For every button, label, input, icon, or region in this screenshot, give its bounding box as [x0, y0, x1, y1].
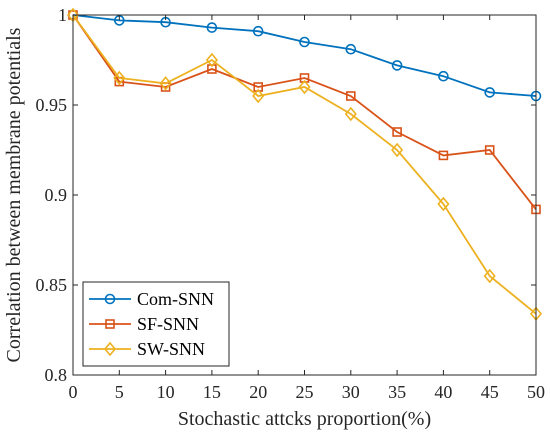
x-tick-label: 15 — [203, 382, 221, 402]
data-point — [438, 150, 449, 161]
y-tick-label: 1 — [58, 5, 67, 25]
x-tick-label: 45 — [481, 382, 499, 402]
y-tick-label: 0.8 — [45, 365, 68, 385]
series-line — [72, 14, 537, 97]
x-tick-label: 30 — [342, 382, 360, 402]
legend-swatch-marker — [104, 293, 116, 305]
data-point — [159, 76, 172, 91]
data-point — [299, 36, 310, 48]
data-point — [484, 87, 496, 98]
data-point — [437, 196, 450, 212]
data-point — [252, 88, 265, 104]
legend-label: Com-SNN — [137, 289, 214, 309]
x-tick-label: 20 — [249, 382, 267, 402]
y-tick-label: 0.85 — [36, 275, 68, 295]
data-point — [483, 268, 496, 284]
data-point — [484, 145, 495, 155]
data-point — [252, 25, 264, 37]
data-point — [392, 127, 402, 137]
series-line — [72, 14, 537, 315]
legend-entry: SW-SNN — [89, 339, 205, 359]
data-point — [298, 79, 311, 95]
legend-swatch-marker — [105, 319, 115, 329]
legend-swatch-marker — [103, 341, 117, 357]
legend: Com-SNN SF-SNN SW-SNN — [82, 281, 230, 367]
x-tick-label: 5 — [115, 382, 124, 402]
data-point — [345, 43, 357, 55]
data-point — [391, 60, 403, 71]
x-tick-label: 50 — [527, 382, 545, 402]
x-axis-label: Stochastic attcks proportion(%) — [178, 408, 431, 430]
data-point — [391, 142, 404, 158]
legend-label: SW-SNN — [137, 339, 205, 359]
y-axis-label: Correlation between membrane potentials — [3, 27, 25, 362]
x-tick-label: 35 — [388, 382, 406, 402]
data-point — [206, 22, 218, 33]
x-tick-label: 40 — [434, 382, 452, 402]
x-tick-label: 10 — [157, 382, 175, 402]
legend-entry: Com-SNN — [89, 289, 214, 309]
y-tick-label: 0.95 — [36, 95, 68, 115]
x-tick-label: 25 — [296, 382, 314, 402]
legend-label: SF-SNN — [137, 314, 199, 334]
series-line — [72, 14, 537, 210]
x-tick-label: 0 — [69, 382, 78, 402]
data-point — [345, 91, 356, 101]
tick-layer: 0 5 10 15 20 25 30 35 40 45 50 0.8 0.85 0.9 0.95 1 — [36, 5, 546, 402]
legend-entry: SF-SNN — [89, 314, 199, 334]
data-point — [344, 106, 357, 122]
data-point — [205, 52, 218, 68]
data-point — [113, 70, 126, 86]
y-tick-label: 0.9 — [45, 185, 68, 205]
data-point — [438, 70, 449, 82]
